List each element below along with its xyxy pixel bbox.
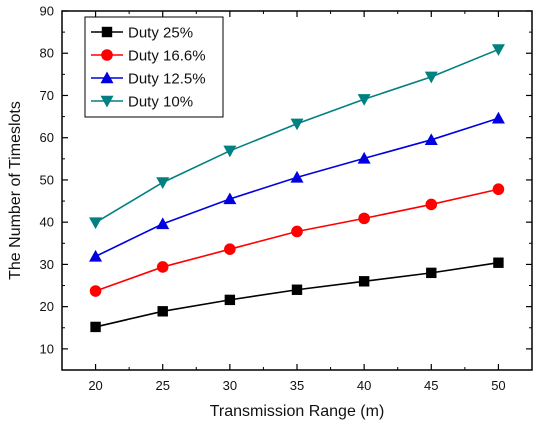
x-tick-label: 35 <box>290 378 304 393</box>
series-3 <box>89 44 505 230</box>
data-point <box>426 267 437 279</box>
data-point <box>224 294 236 306</box>
y-tick-label: 90 <box>40 4 54 19</box>
data-point <box>290 170 304 183</box>
x-tick-label: 50 <box>491 378 505 393</box>
data-point <box>90 321 101 333</box>
data-point <box>89 285 102 297</box>
data-point <box>156 261 169 273</box>
x-axis-title: Transmission Range (m) <box>210 403 385 420</box>
data-point <box>89 217 103 230</box>
data-point <box>357 151 371 164</box>
data-point <box>357 94 371 106</box>
data-point <box>157 306 168 317</box>
legend-marker <box>101 26 113 38</box>
legend-item: Duty 25% <box>91 25 193 42</box>
series-0 <box>90 257 504 333</box>
data-point <box>156 177 170 189</box>
data-point <box>491 44 505 56</box>
y-tick-label: 60 <box>40 130 54 145</box>
legend-item: Duty 16.6% <box>91 48 206 65</box>
data-point <box>156 217 170 230</box>
y-tick-label: 80 <box>40 46 54 61</box>
series-2 <box>89 111 505 262</box>
legend-marker <box>101 49 113 61</box>
data-point <box>358 212 370 225</box>
y-tick-label: 50 <box>40 172 54 187</box>
y-tick-label: 40 <box>40 215 54 230</box>
data-point <box>291 225 303 238</box>
x-tick-label: 30 <box>223 378 237 393</box>
legend-marker <box>100 71 114 84</box>
x-tick-label: 40 <box>357 378 371 393</box>
x-tick-label: 45 <box>424 378 438 393</box>
legend-label: Duty 12.5% <box>128 71 206 88</box>
data-point <box>492 183 505 196</box>
x-tick-label: 20 <box>88 378 102 393</box>
legend-item: Duty 10% <box>91 94 193 111</box>
data-point <box>223 192 237 205</box>
data-point <box>493 257 504 268</box>
data-point <box>424 71 438 84</box>
data-point <box>358 276 370 287</box>
series-1 <box>89 183 505 297</box>
legend-label: Duty 10% <box>128 94 193 111</box>
legend-label: Duty 25% <box>128 25 193 42</box>
y-tick-label: 70 <box>40 88 54 103</box>
legend-label: Duty 16.6% <box>128 48 206 65</box>
data-point <box>424 133 438 146</box>
data-point <box>223 145 237 158</box>
y-tick-label: 20 <box>40 299 54 314</box>
data-point <box>491 111 505 124</box>
series-line <box>95 188 499 292</box>
data-point <box>224 243 236 256</box>
data-point <box>290 118 304 131</box>
y-axis-title: The Number of Timeslots <box>7 101 24 280</box>
y-tick-label: 30 <box>40 257 54 272</box>
data-point <box>425 198 438 211</box>
data-point <box>291 284 303 295</box>
x-tick-label: 25 <box>155 378 169 393</box>
legend-item: Duty 12.5% <box>91 71 206 88</box>
legend-marker <box>100 95 114 108</box>
data-point <box>89 249 103 262</box>
y-tick-label: 10 <box>40 341 54 356</box>
